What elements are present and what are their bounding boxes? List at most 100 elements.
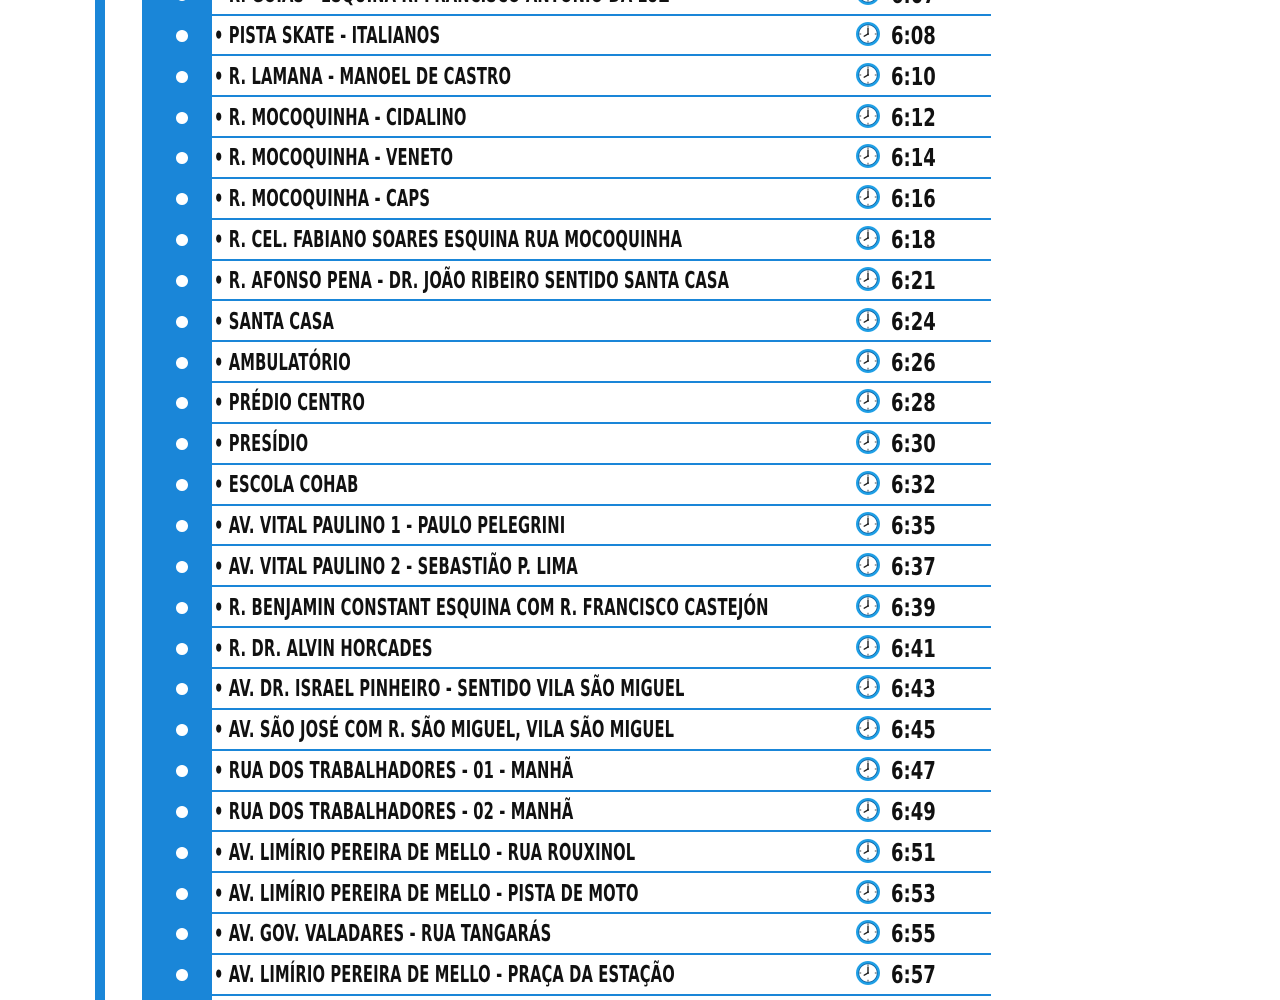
timeline-dot-icon	[176, 805, 188, 818]
stop-cell: • AV. DR. ISRAEL PINHEIRO - SENTIDO VILA…	[212, 669, 991, 710]
stop-time: 6:32	[891, 470, 936, 500]
stop-cell: • ESCOLA COHAB	[212, 465, 991, 506]
stop-name: • PISTA SKATE - ITALIANOS	[214, 22, 441, 49]
stop-name: • SANTA CASA	[214, 308, 334, 335]
clock-icon	[856, 716, 880, 741]
stop-cell: • R. MOCOQUINHA - CAPS	[212, 179, 991, 220]
stop-time: 6:08	[891, 20, 936, 50]
clock-icon	[856, 593, 880, 618]
timeline-dot-icon	[176, 274, 188, 287]
stop-cell: • AV. LIMÍRIO PEREIRA DE MELLO - ESTAÇÃO	[212, 996, 991, 1000]
stop-row: • AV. LIMÍRIO PEREIRA DE MELLO - RUA ROU…	[0, 832, 1280, 874]
stop-row: • AV. DR. ISRAEL PINHEIRO - SENTIDO VILA…	[0, 669, 1280, 710]
stop-time: 6:16	[891, 184, 936, 214]
stop-row: • AV. SÃO JOSÉ COM R. SÃO MIGUEL, VILA S…	[0, 710, 1280, 751]
stop-name: • AV. VITAL PAULINO 1 - PAULO PELEGRINI	[214, 512, 566, 539]
stop-row: • RUA DOS TRABALHADORES - 01 - MANHÃ	[0, 751, 1280, 792]
stop-time: 6:37	[891, 551, 936, 581]
stop-name: • R. BENJAMIN CONSTANT ESQUINA COM R. FR…	[214, 594, 769, 621]
timeline-dot-icon	[176, 234, 188, 247]
stop-name: • R. MOCOQUINHA - VENETO	[214, 145, 454, 172]
stop-row: • SANTA CASA	[0, 301, 1280, 343]
timeline-dot-icon	[176, 846, 188, 859]
stop-name: • AV. SÃO JOSÉ COM R. SÃO MIGUEL, VILA S…	[214, 717, 675, 744]
timeline-dot-icon	[176, 928, 188, 941]
stop-cell: • PISTA SKATE - ITALIANOS	[212, 15, 991, 57]
stop-cell: • AV. VITAL PAULINO 1 - PAULO PELEGRINI	[212, 505, 991, 547]
clock-icon	[856, 226, 880, 251]
clock-icon	[856, 144, 880, 169]
clock-icon	[856, 62, 880, 87]
stop-cell: • PRÉDIO CENTRO	[212, 383, 991, 424]
stop-name: • AV. GOV. VALADARES - RUA TANGARÁS	[214, 921, 552, 948]
stop-time: 6:51	[891, 837, 936, 867]
stop-time: 6:28	[891, 388, 936, 418]
stop-cell: • AV. LIMÍRIO PEREIRA DE MELLO - PISTA D…	[212, 873, 991, 915]
stop-row: • R. MOCOQUINHA - CIDALINO	[0, 97, 1280, 139]
timeline-dot-icon	[176, 560, 188, 573]
stop-row: • AV. GOV. VALADARES - RUA TANGARÁS	[0, 914, 1280, 955]
stop-time: 6:57	[891, 960, 936, 990]
stop-time: 6:39	[891, 592, 936, 622]
stop-cell: • AMBULATÓRIO	[212, 342, 991, 384]
stop-row: • AV. LIMÍRIO PEREIRA DE MELLO - PRAÇA D…	[0, 955, 1280, 996]
timeline-dot-icon	[176, 438, 188, 451]
stop-name: • R. DR. ALVIN HORCADES	[214, 635, 433, 662]
clock-icon	[856, 961, 880, 986]
stop-time: 6:10	[891, 61, 936, 91]
stop-cell: • SANTA CASA	[212, 301, 991, 343]
stop-cell: • R. MOCOQUINHA - VENETO	[212, 138, 991, 179]
stop-name: • R. AFONSO PENA - DR. JOÃO RIBEIRO SENT…	[214, 267, 730, 294]
clock-icon	[856, 634, 880, 659]
timeline-dot-icon	[176, 315, 188, 328]
stop-time: 6:47	[891, 756, 936, 786]
timeline-dot-icon	[176, 519, 188, 532]
stop-cell: • RUA DOS TRABALHADORES - 02 - MANHÃ	[212, 791, 991, 833]
stop-name: • AV. DR. ISRAEL PINHEIRO - SENTIDO VILA…	[214, 676, 685, 703]
clock-icon	[856, 757, 880, 782]
stop-name: • RUA DOS TRABALHADORES - 01 - MANHÃ	[214, 758, 574, 785]
stop-time: 6:21	[891, 265, 936, 295]
stop-time: 6:12	[891, 102, 936, 132]
stop-time: 6:24	[891, 306, 936, 336]
stop-name: • R. GOIÁS - ESQUINA R. FRANCISCO ANTÔNI…	[214, 0, 670, 14]
stop-row: • AV. LIMÍRIO PEREIRA DE MELLO - PISTA D…	[0, 873, 1280, 915]
stop-time: 6:49	[891, 796, 936, 826]
timeline-dot-icon	[176, 397, 188, 410]
stop-time: 6:55	[891, 919, 936, 949]
clock-icon	[856, 675, 880, 700]
stop-name: • R. LAMANA - MANOEL DE CASTRO	[214, 63, 512, 90]
stop-cell: • AV. GOV. VALADARES - RUA TANGARÁS	[212, 914, 991, 955]
clock-icon	[856, 552, 880, 577]
clock-icon	[856, 430, 880, 455]
timeline-dot-icon	[176, 111, 188, 124]
clock-icon	[858, 0, 878, 5]
timeline-dot-icon	[176, 887, 188, 900]
clock-icon	[856, 266, 880, 291]
stop-cell: • AV. LIMÍRIO PEREIRA DE MELLO - RUA ROU…	[212, 832, 991, 874]
clock-icon	[856, 920, 880, 945]
stop-name: • ESCOLA COHAB	[214, 472, 359, 499]
clock-icon	[856, 185, 880, 210]
stop-time: 6:45	[891, 715, 936, 745]
stop-row: • RUA DOS TRABALHADORES - 02 - MANHÃ	[0, 791, 1280, 833]
stop-cell: • R. BENJAMIN CONSTANT ESQUINA COM R. FR…	[212, 587, 991, 629]
stop-time: 6:14	[891, 143, 936, 173]
clock-icon	[856, 797, 880, 822]
stop-name: • AV. LIMÍRIO PEREIRA DE MELLO - PISTA D…	[214, 880, 639, 907]
clock-icon	[856, 838, 880, 863]
stop-row: • R. MOCOQUINHA - VENETO	[0, 138, 1280, 179]
timeline-dot-icon	[176, 0, 188, 1]
stop-cell: • PRESÍDIO	[212, 424, 991, 465]
stop-name: • RUA DOS TRABALHADORES - 02 - MANHÃ	[214, 798, 574, 825]
stop-row: • AV. VITAL PAULINO 2 - SEBASTIÃO P. LIM…	[0, 546, 1280, 588]
timeline-dot-icon	[176, 479, 188, 492]
stop-cell: • AV. LIMÍRIO PEREIRA DE MELLO - PRAÇA D…	[212, 955, 991, 996]
stop-cell: • R. AFONSO PENA - DR. JOÃO RIBEIRO SENT…	[212, 260, 991, 302]
stop-row: • R. LAMANA - MANOEL DE CASTRO	[0, 56, 1280, 98]
stop-row: • AMBULATÓRIO	[0, 342, 1280, 384]
stop-row: • ESCOLA COHAB	[0, 465, 1280, 506]
stop-time: 6:30	[891, 429, 936, 459]
timeline-dot-icon	[176, 70, 188, 83]
stop-cell: • RUA DOS TRABALHADORES - 01 - MANHÃ	[212, 751, 991, 792]
